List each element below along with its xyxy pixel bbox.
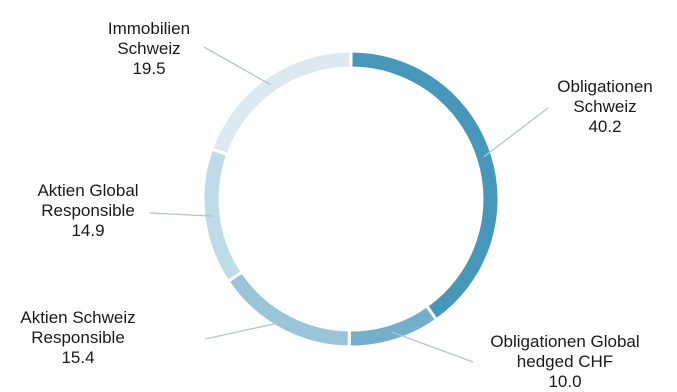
slice-category-label: Schweiz: [117, 39, 180, 58]
leader-line-5: [203, 46, 272, 86]
slice-category-label: Aktien Global: [37, 181, 138, 200]
donut-slice-4: [201, 146, 245, 284]
slice-category-label: hedged CHF: [517, 352, 613, 371]
leader-lines: [149, 46, 549, 363]
leader-line-4: [149, 212, 213, 217]
leader-line-2: [392, 331, 474, 363]
slice-category-label: Responsible: [31, 328, 125, 347]
slice-value-label: 14.9: [71, 221, 104, 240]
slice-category-label: Immobilien: [108, 19, 190, 38]
donut-slice-3: [225, 269, 351, 349]
slice-value-label: 40.2: [588, 117, 621, 136]
slice-category-label: Responsible: [41, 201, 135, 220]
donut-slice-2: [347, 303, 439, 349]
slice-category-label: Obligationen Global: [490, 332, 639, 351]
slice-category-label: Schweiz: [573, 97, 636, 116]
donut-slices: [201, 49, 501, 349]
slice-value-label: 15.4: [61, 348, 94, 367]
leader-line-1: [483, 107, 549, 158]
leader-line-3: [204, 321, 285, 340]
slice-value-label: 19.5: [132, 59, 165, 78]
slice-value-label: 10.0: [548, 372, 581, 391]
donut-slice-1: [349, 49, 501, 322]
donut-slice-5: [209, 49, 353, 157]
slice-category-label: Obligationen: [557, 77, 652, 96]
slice-category-label: Aktien Schweiz: [20, 308, 135, 327]
